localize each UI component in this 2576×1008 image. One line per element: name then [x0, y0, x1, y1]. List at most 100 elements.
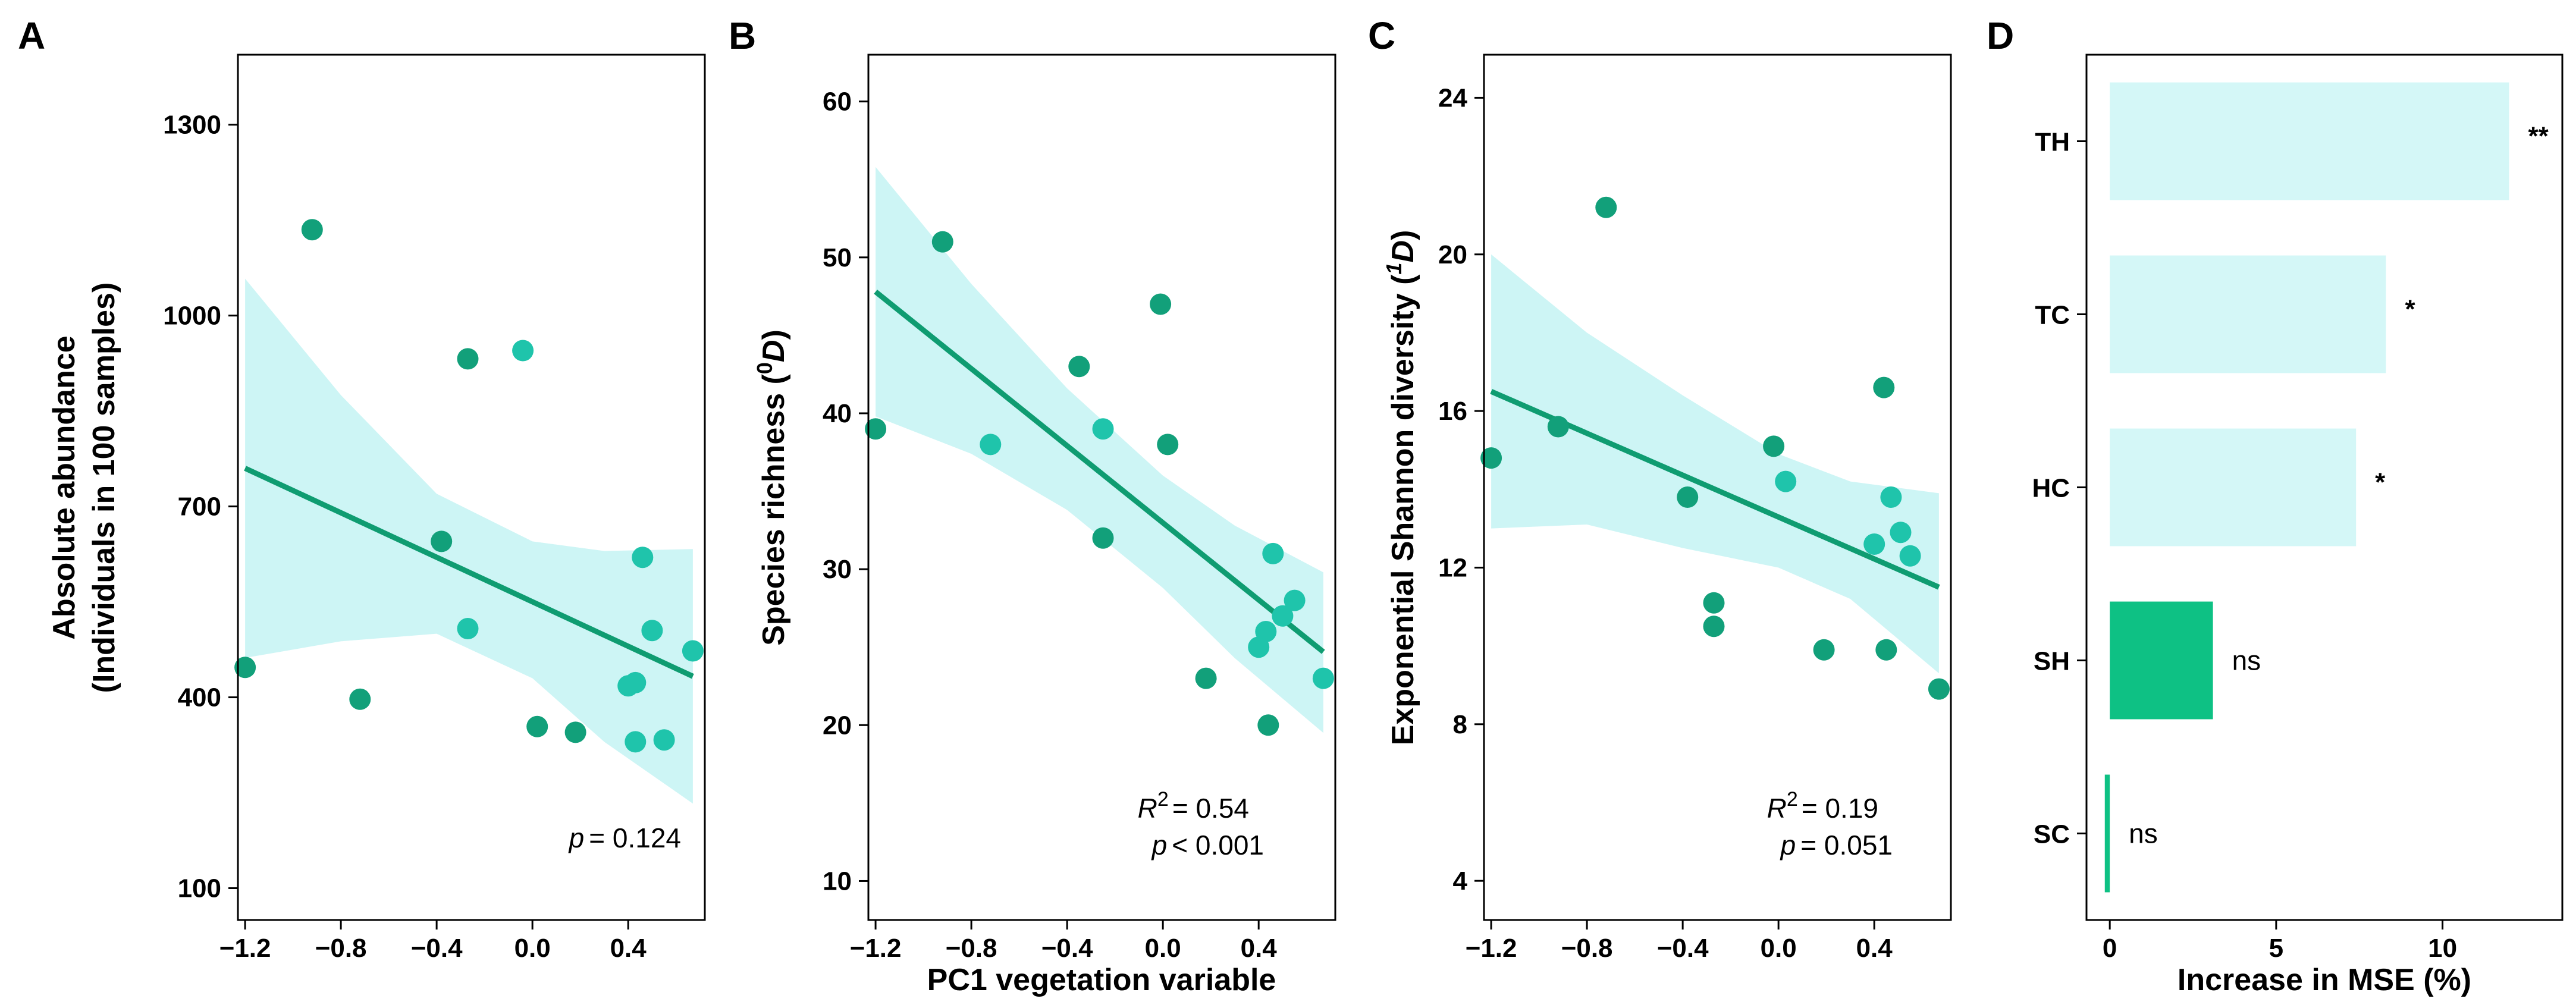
panel-b-y-title-close: ) — [757, 329, 791, 340]
panel-b-r2-annotation: R2 = 0.54 — [1138, 788, 1249, 824]
panel-d-x-axis-title: Increase in MSE (%) — [2177, 963, 2471, 997]
panel-a-x-tick-label-0: −1.2 — [219, 934, 271, 963]
panel-b-point-11 — [1257, 714, 1279, 736]
panel-a-abundance-scatter: −1.2 −0.8 −0.4 0.0 0.4 100 400 700 1000 1300 Abso… — [47, 54, 706, 963]
panel-b-x-tick-label-3: 0.0 — [1145, 934, 1181, 963]
panel-b-frame — [867, 54, 1336, 921]
panel-d-category-label-hc: HC — [2032, 474, 2070, 503]
panel-a-frame — [237, 54, 706, 921]
panel-a-points — [234, 219, 704, 753]
panel-b-p-value: < 0.001 — [1172, 830, 1264, 861]
panel-a-point-15 — [682, 640, 704, 662]
panel-b-point-13 — [1272, 605, 1294, 627]
panel-b-fit-layer — [874, 289, 1325, 654]
panel-d-significance-sc: ns — [2129, 818, 2158, 849]
panel-d-bar-sh — [2110, 601, 2213, 720]
panel-d-category-label-sh: SH — [2034, 647, 2070, 676]
panel-d-bar-sc — [2104, 774, 2110, 893]
panel-a-point-12 — [632, 547, 654, 569]
panel-c-p-annotation: p = 0.051 — [1780, 830, 1893, 861]
panel-d-bar-hc — [2110, 428, 2357, 547]
panel-a-x-tick-label-2: −0.4 — [411, 934, 463, 963]
panel-d-significance-hc: * — [2375, 468, 2386, 497]
panel-c-frame — [1483, 54, 1952, 921]
panel-c-x-tick-label-4: 0.4 — [1856, 934, 1893, 963]
panel-b-x-tick-label-1: −0.8 — [946, 934, 997, 963]
panel-d-category-label-th: TH — [2035, 128, 2070, 157]
panel-d-category-label-tc: TC — [2035, 301, 2070, 330]
panel-c-x-tick-label-3: 0.0 — [1761, 934, 1797, 963]
panel-a-y-title-line2: (Individuals in 100 samples) — [87, 282, 121, 693]
panel-a-point-5 — [457, 618, 479, 639]
panel-b-y-title-super: 0 — [752, 362, 777, 374]
panel-c-point-12 — [1880, 486, 1902, 508]
panel-d-significance-sh: ns — [2232, 645, 2261, 676]
panel-b-point-12 — [1262, 542, 1284, 564]
panel-c-axes: −1.2 −0.8 −0.4 0.0 0.4 4 8 12 16 20 24 — [1438, 83, 1893, 963]
panel-a-y-tick-label-1: 400 — [178, 683, 221, 712]
panel-a-y-tick-label-0: 100 — [178, 874, 221, 903]
panel-c-points — [1480, 196, 1950, 700]
panel-c-ci-band-layer — [1491, 254, 1939, 674]
panel-b-r2-label: R — [1138, 793, 1157, 824]
panel-b-point-6 — [1150, 293, 1172, 315]
panel-d-x-tick-label-2: 10 — [2428, 934, 2457, 963]
panel-b-point-14 — [1284, 589, 1306, 611]
panel-c-y-title-close: ) — [1386, 230, 1420, 240]
panel-c-p-label: p — [1780, 830, 1796, 861]
panel-b-y-title-var: D — [757, 340, 791, 363]
panel-c-r2-label: R — [1767, 793, 1787, 824]
panel-b-r2-super: 2 — [1157, 788, 1169, 811]
panel-b-point-10 — [1255, 621, 1277, 642]
panel-a-y-tick-label-3: 1000 — [163, 302, 221, 331]
panel-b-y-tick-label-1: 20 — [823, 711, 852, 740]
panel-b-point-4 — [1092, 418, 1114, 440]
panel-letter-a: A — [18, 14, 45, 57]
panel-c-y-tick-label-4: 20 — [1438, 240, 1467, 269]
panel-b-y-title-main: Species richness ( — [757, 373, 791, 645]
panel-b-point-3 — [1068, 356, 1090, 378]
panel-a-point-4 — [457, 348, 479, 370]
panel-c-point-1 — [1547, 416, 1569, 438]
panel-a-point-2 — [349, 688, 371, 710]
panel-c-y-tick-label-2: 12 — [1438, 553, 1467, 582]
panel-c-point-0 — [1480, 447, 1502, 469]
panel-b-x-axis-title: PC1 vegetation variable — [927, 963, 1276, 997]
panel-c-point-6 — [1763, 435, 1785, 457]
panel-d-category-label-sc: SC — [2034, 820, 2070, 849]
panel-c-point-15 — [1928, 678, 1950, 700]
panel-a-p-label: p — [568, 822, 585, 853]
panel-c-x-tick-label-2: −0.4 — [1657, 934, 1709, 963]
panel-a-x-tick-label-1: −0.8 — [315, 934, 367, 963]
panel-b-point-5 — [1092, 527, 1114, 549]
panel-a-fit-layer — [244, 466, 694, 679]
panel-c-r2-annotation: R2 = 0.19 — [1767, 788, 1878, 824]
panel-d-axes: TH TC HC SH SC 0 5 10 — [2032, 128, 2457, 963]
panel-a-ci-band — [245, 278, 693, 804]
panel-d-significance-tc: * — [2405, 295, 2415, 324]
panel-letter-c: C — [1368, 14, 1395, 57]
panel-a-p-value: = 0.124 — [589, 822, 681, 853]
panel-c-y-tick-label-1: 8 — [1453, 710, 1467, 739]
panel-a-point-14 — [653, 729, 675, 751]
panel-b-r2-value: = 0.54 — [1172, 793, 1249, 824]
panel-c-point-2 — [1595, 196, 1617, 218]
panel-c-point-4 — [1703, 592, 1725, 614]
panel-b-y-tick-label-3: 40 — [823, 399, 852, 428]
panel-a-ci-band-layer — [245, 278, 693, 804]
panel-a-fit-line — [244, 466, 694, 679]
panel-d-x-tick-label-1: 5 — [2269, 934, 2283, 963]
panel-c-point-9 — [1863, 533, 1885, 555]
panel-d-x-tick-label-0: 0 — [2103, 934, 2117, 963]
panel-a-y-axis-title: Absolute abundance (Individuals in 100 s… — [47, 282, 121, 693]
panel-c-y-tick-label-3: 16 — [1438, 397, 1467, 426]
panel-c-r2-super: 2 — [1787, 788, 1798, 811]
panel-a-axes: −1.2 −0.8 −0.4 0.0 0.4 100 400 700 1000 1300 — [163, 111, 647, 963]
panel-a-y-tick-label-2: 700 — [178, 492, 221, 522]
panel-b-x-tick-label-0: −1.2 — [850, 934, 902, 963]
panel-a-p-annotation: p = 0.124 — [568, 822, 681, 853]
panel-a-x-tick-label-3: 0.0 — [514, 934, 551, 963]
